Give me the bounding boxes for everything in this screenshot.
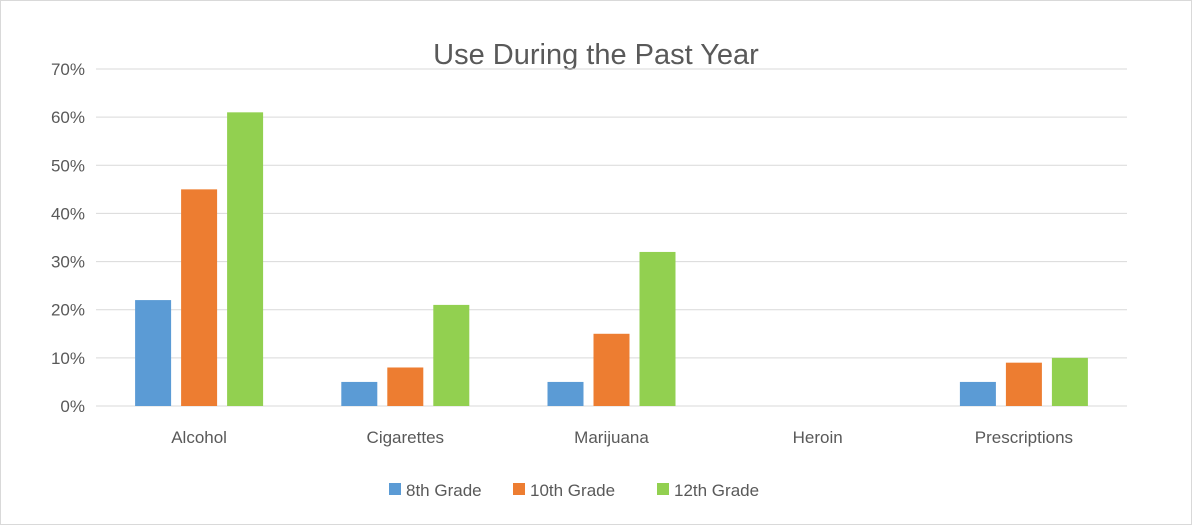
y-tick-label: 0% [60,397,85,416]
x-tick-label: Prescriptions [975,428,1073,447]
legend-swatch [513,483,525,495]
bar-cigarettes-12th-grade [433,304,470,406]
legend-label: 12th Grade [674,481,759,500]
chart-title: Use During the Past Year [433,39,759,71]
bar-cigarettes-10th-grade [387,367,424,406]
bar-alcohol-12th-grade [227,112,264,406]
y-tick-label: 50% [51,156,85,175]
legend-label: 10th Grade [530,481,615,500]
legend-swatch [657,483,669,495]
legend-label: 8th Grade [406,481,482,500]
y-tick-label: 30% [51,253,85,272]
bar-cigarettes-8th-grade [341,381,378,406]
x-tick-label: Cigarettes [367,428,444,447]
bar-prescriptions-10th-grade [1005,362,1042,406]
y-axis-tick-labels: 0% 10% 20% 30% 40% 50% 60% 70% [51,60,85,416]
bar-alcohol-8th-grade [135,300,172,406]
y-tick-label: 40% [51,204,85,223]
legend: 8th Grade 10th Grade 12th Grade [389,481,759,500]
bar-marijuana-10th-grade [593,333,630,406]
y-tick-label: 20% [51,301,85,320]
x-tick-label: Marijuana [574,428,649,447]
bars [135,112,1088,406]
bar-alcohol-10th-grade [181,189,218,406]
x-tick-label: Alcohol [171,428,227,447]
legend-swatch [389,483,401,495]
bar-marijuana-12th-grade [639,251,676,406]
bar-prescriptions-12th-grade [1051,357,1088,406]
x-tick-label: Heroin [793,428,843,447]
y-tick-label: 70% [51,60,85,79]
bar-prescriptions-8th-grade [959,381,996,406]
x-axis-tick-labels: Alcohol Cigarettes Marijuana Heroin Prescrip… [171,428,1073,447]
bar-marijuana-8th-grade [547,381,584,406]
y-tick-label: 60% [51,108,85,127]
gridlines [96,68,1127,407]
y-tick-label: 10% [51,349,85,368]
